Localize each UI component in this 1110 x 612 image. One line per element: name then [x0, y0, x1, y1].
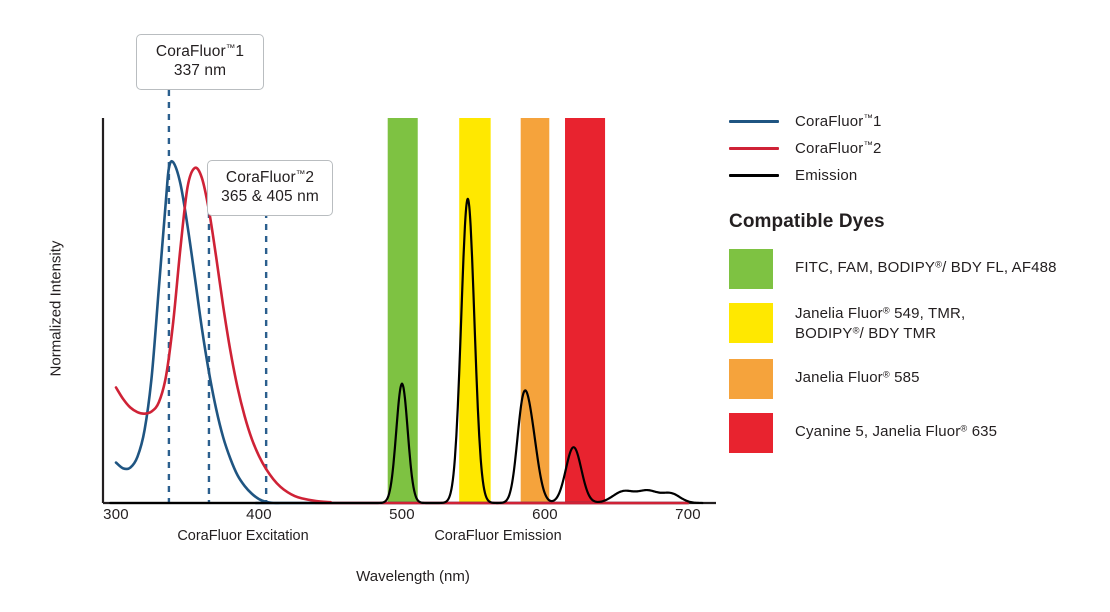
dye-row-2: Janelia Fluor® 549, TMR, BODIPY®/ BDY TMR — [729, 303, 1104, 345]
excitation-marker-lines — [167, 90, 268, 503]
legend: CoraFluor™1 CoraFluor™2 Emission Compatibl… — [729, 108, 1104, 467]
callout-corafluor2: CoraFluor™2 365 & 405 nm — [207, 160, 333, 216]
legend-line-keys: CoraFluor™1 CoraFluor™2 Emission — [729, 108, 1104, 189]
legend-line-swatch — [729, 174, 779, 177]
dye-label: FITC, FAM, BODIPY®/ BDY FL, AF488 — [795, 249, 1057, 278]
x-axis-title: Wavelength (nm) — [356, 568, 470, 585]
x-tick-700: 700 — [675, 506, 701, 523]
callout-1-line2: 337 nm — [173, 62, 227, 80]
legend-line-swatch — [729, 147, 779, 150]
callout-2-line1: CoraFluor™2 — [225, 169, 315, 186]
x-tick-600: 600 — [532, 506, 558, 523]
dye-label: Janelia Fluor® 549, TMR, BODIPY®/ BDY TMR — [795, 303, 965, 345]
legend-line-label: Emission — [795, 167, 858, 184]
callout-1-line1: CoraFluor™1 — [155, 43, 245, 60]
x-tick-500: 500 — [389, 506, 415, 523]
callout-2-line2: 365 & 405 nm — [221, 188, 319, 206]
dye-label: Janelia Fluor® 585 — [795, 359, 920, 388]
compatible-dyes-list: FITC, FAM, BODIPY®/ BDY FL, AF488 Janelia… — [729, 249, 1104, 453]
x-tick-400: 400 — [246, 506, 272, 523]
compatible-dyes-title: Compatible Dyes — [729, 211, 885, 232]
curve-corafluor2-excitation — [114, 166, 690, 505]
y-axis-title: Normalized Intensity — [47, 240, 65, 377]
dye-label: Cyanine 5, Janelia Fluor® 635 — [795, 413, 997, 442]
dye-color-swatch — [729, 412, 773, 453]
legend-item-emission: Emission — [729, 162, 1104, 189]
dye-row-1: FITC, FAM, BODIPY®/ BDY FL, AF488 — [729, 249, 1104, 289]
dye-row-4: Cyanine 5, Janelia Fluor® 635 — [729, 412, 1104, 453]
green-band — [387, 118, 418, 503]
legend-line-swatch — [729, 120, 779, 123]
compatible-dye-bands — [387, 118, 606, 503]
legend-line-label: CoraFluor™1 — [795, 113, 882, 130]
dye-color-swatch — [729, 249, 773, 289]
dye-color-swatch — [729, 358, 773, 399]
curve-emission — [109, 197, 704, 505]
x-tick-300: 300 — [103, 506, 129, 523]
axis-sublabel-excitation: CoraFluor Excitation — [177, 528, 309, 544]
dye-row-3: Janelia Fluor® 585 — [729, 358, 1104, 399]
dye-label-line: Janelia Fluor® 585 — [795, 368, 920, 386]
dye-label-line: Janelia Fluor® 549, TMR, — [795, 305, 966, 322]
dye-label-line: BODIPY®/ BDY TMR — [795, 325, 937, 343]
dye-label-line: Cyanine 5, Janelia Fluor® 635 — [795, 422, 998, 440]
legend-line-label: CoraFluor™2 — [795, 140, 882, 157]
legend-item-corafluor1: CoraFluor™1 — [729, 108, 1104, 135]
spectra-curves — [109, 159, 704, 505]
callout-corafluor1: CoraFluor™1 337 nm — [136, 34, 264, 90]
axis-sublabel-emission: CoraFluor Emission — [434, 528, 562, 544]
dye-label-line: FITC, FAM, BODIPY®/ BDY FL, AF488 — [795, 259, 1057, 276]
legend-item-corafluor2: CoraFluor™2 — [729, 135, 1104, 162]
red-band — [565, 118, 606, 503]
dye-color-swatch — [729, 303, 773, 343]
